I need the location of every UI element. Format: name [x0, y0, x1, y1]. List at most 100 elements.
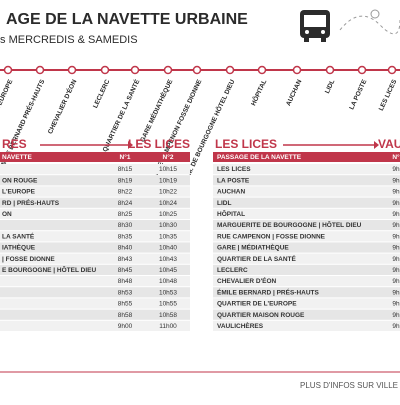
stop-dot [257, 65, 267, 75]
dashed-route [339, 15, 400, 35]
stop-cell: ON ROUGE [2, 177, 38, 184]
time-cell: 8h58 [118, 312, 133, 319]
stop-cell: QUARTIER DE LA SANTÉ [217, 254, 297, 263]
stop-label: LIDL [324, 79, 336, 95]
stop-cell: RD | PRÉS-HAUTS [2, 198, 60, 207]
direction-from: LES LICES [215, 137, 277, 151]
column-header: N°1 [120, 153, 131, 161]
time-cell: 9h [392, 245, 400, 252]
stop-label: LA POSTE [348, 78, 368, 111]
table-row [213, 186, 400, 197]
header-row [213, 152, 400, 162]
time-cell: 8h35 [118, 233, 133, 240]
time-cell: 10h35 [159, 233, 177, 240]
column-header: NAVETTE [2, 154, 33, 161]
time-cell: 8h22 [118, 189, 133, 196]
header-row [0, 152, 190, 162]
stop-label: HÔPITAL [248, 78, 268, 107]
arrow-head [374, 141, 379, 149]
table-row [0, 276, 190, 287]
time-cell: 8h55 [118, 301, 133, 308]
time-cell: 9h [392, 256, 400, 263]
stop-dot [192, 65, 202, 75]
direction-from: RES [2, 137, 27, 151]
stop-dot [100, 65, 110, 75]
table-row [213, 320, 400, 331]
stop-label: AUCHAN [285, 78, 303, 107]
stop-cell: QUARTIER DE L'EUROPE [217, 301, 297, 308]
stop-dot [67, 65, 77, 75]
time-cell: 9h [392, 312, 400, 319]
stop-label: CHEVALIER D'ÉON [45, 78, 78, 136]
time-cell: 10h55 [159, 301, 177, 308]
table-row [213, 264, 400, 275]
table-row [213, 220, 400, 231]
time-cell: 9h [392, 323, 400, 330]
table-row [0, 175, 190, 186]
stop-dot [130, 65, 140, 75]
table-row [213, 208, 400, 219]
table-row [0, 220, 190, 231]
stop-cell: MARGUERITE DE BOURGOGNE | HÔTEL DIEU [217, 220, 362, 229]
time-cell: 9h [392, 267, 400, 274]
table-row [213, 231, 400, 242]
stop-label: LES LICES [378, 78, 399, 112]
stop-dot [3, 65, 13, 75]
table-row [213, 309, 400, 320]
footer-text: PLUS D'INFOS SUR VILLE [300, 381, 398, 390]
stop-dot [35, 65, 45, 75]
time-cell: 10h22 [159, 189, 177, 196]
time-cell: 8h45 [118, 267, 133, 274]
stop-cell: LECLERC [217, 267, 248, 274]
table-row [0, 231, 190, 242]
subtitle-days: MERCREDIS & SAMEDIS [9, 34, 138, 46]
arrow-head [128, 141, 133, 149]
stop-cell: IATHÈQUE [2, 243, 36, 252]
stop-dot [387, 65, 397, 75]
stop-cell: LES LICES [217, 166, 251, 173]
table-row [213, 253, 400, 264]
table-row [0, 264, 190, 275]
stop-cell: E BOURGOGNE | HÔTEL DIEU [2, 265, 96, 274]
time-cell: 9h [392, 211, 400, 218]
stop-cell: VAULICHÈRES [217, 321, 264, 330]
time-cell: 10h19 [159, 177, 177, 184]
stop-cell: LA SANTÉ [2, 231, 35, 240]
time-cell: 10h30 [159, 222, 177, 229]
subtitle-prefix: s [0, 34, 6, 46]
stop-cell: AUCHAN [217, 189, 245, 196]
table-row [213, 298, 400, 309]
time-cell: 9h [392, 166, 400, 173]
time-cell: 9h [392, 278, 400, 285]
time-cell: 10h43 [159, 256, 177, 263]
time-cell: 10h25 [159, 211, 177, 218]
table-row [213, 175, 400, 186]
time-cell: 9h [392, 189, 400, 196]
bus-icon [300, 10, 330, 42]
time-cell: 10h15 [159, 166, 177, 173]
stop-cell: CHEVALIER D'ÉON [217, 276, 277, 285]
route-marker [370, 9, 380, 19]
table-row [213, 287, 400, 298]
column-header: PASSAGE DE LA NAVETTE [217, 154, 302, 161]
stop-cell: LIDL [217, 200, 231, 207]
stop-dot [292, 65, 302, 75]
time-cell: 10h48 [159, 278, 177, 285]
stop-dot [357, 65, 367, 75]
table-row [213, 276, 400, 287]
time-cell: 9h [392, 200, 400, 207]
direction-to: VAUL [378, 137, 400, 151]
time-cell: 9h [392, 222, 400, 229]
table-row [0, 287, 190, 298]
table-row [213, 164, 400, 175]
stop-label: LECLERC [92, 78, 111, 109]
subtitle: s MERCREDIS & SAMEDIS [0, 34, 138, 46]
table-row [0, 197, 190, 208]
direction-to: LES LICES [128, 137, 190, 151]
time-cell: 9h00 [118, 323, 133, 330]
stop-dot [163, 65, 173, 75]
time-cell: 10h40 [159, 245, 177, 252]
table-row [0, 253, 190, 264]
time-cell: 8h53 [118, 289, 133, 296]
stop-cell: ON [2, 211, 12, 218]
